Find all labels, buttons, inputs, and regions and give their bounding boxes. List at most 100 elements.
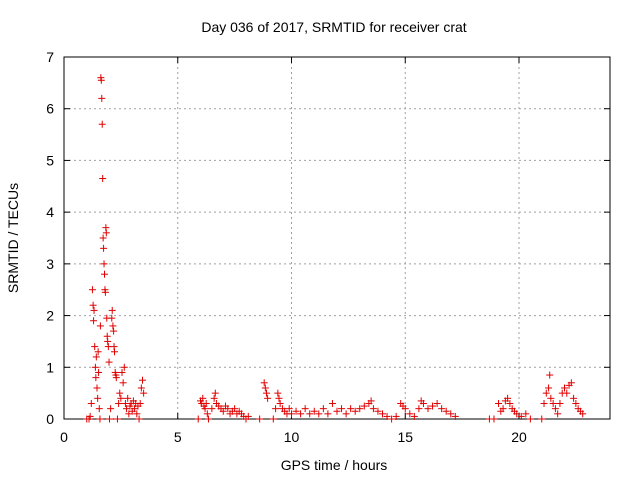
data-point [119,379,127,387]
data-point [495,399,503,407]
data-point [410,412,418,420]
data-point [91,363,99,371]
y-axis-label: SRMTID / TECUs [5,183,21,293]
data-point [219,407,227,415]
data-point [264,394,272,402]
data-point [522,410,530,418]
data-point [347,405,355,413]
data-point [379,410,386,418]
data-point [199,394,207,402]
data-point [96,322,104,330]
data-point [112,374,120,382]
data-point [342,410,350,418]
data-point [506,399,514,407]
data-point [383,412,391,420]
data-point [88,286,96,294]
data-point [124,394,132,402]
x-tick-label: 5 [174,429,182,445]
data-point [297,410,305,418]
data-point [540,399,548,407]
data-point [288,410,295,418]
data-point [369,405,377,413]
data-point [319,405,327,413]
data-point [547,394,555,402]
data-point [542,389,550,397]
data-point [579,410,587,418]
data-point [108,306,116,314]
data-point [99,234,107,242]
data-point [301,405,309,413]
data-point [224,405,232,413]
data-point [201,405,209,413]
data-point [545,384,553,392]
data-point [556,399,564,407]
data-point [194,415,202,423]
data-point [101,288,109,296]
data-point [546,371,554,379]
data-point [102,229,110,237]
axis-ticks: 0 5 10 15 20 0 1 2 3 4 5 6 7 [46,49,610,445]
y-tick-label: 4 [46,204,54,220]
data-point [292,407,300,415]
data-point [442,407,450,415]
data-point [517,412,525,420]
data-point [261,384,269,392]
data-point [338,405,346,413]
data-point [451,412,459,420]
y-tick-label: 3 [46,256,54,272]
data-point [135,415,143,423]
x-tick-label: 10 [284,429,300,445]
data-point [310,407,318,415]
data-point [86,412,94,420]
data-point [138,376,146,384]
data-point [570,394,578,402]
data-point [433,399,441,407]
data-point [111,348,119,356]
data-point [374,407,382,415]
data-point [208,405,216,413]
data-point [388,415,396,423]
data-point [137,384,145,392]
data-point [275,394,283,402]
data-point [276,399,284,407]
data-point [260,379,268,387]
data-point [567,379,575,387]
data-point [351,407,359,415]
x-axis-label: GPS time / hours [281,457,388,473]
data-point [306,410,314,418]
data-point [136,399,144,407]
data-point [328,399,336,407]
data-point [115,399,123,407]
y-tick-label: 5 [46,152,54,168]
data-point [415,405,423,413]
data-point [549,399,557,407]
y-tick-label: 7 [46,49,54,65]
data-point [513,410,521,418]
plot-frame [63,56,611,420]
data-point [315,410,323,418]
data-point [447,410,455,418]
data-point [269,415,277,423]
data-point [262,389,270,397]
data-point [95,368,103,376]
data-point [97,76,105,84]
data-point [90,306,98,314]
data-point [333,407,341,415]
data-point [504,394,512,402]
data-point [554,410,562,418]
data-point [406,410,414,418]
y-tick-label: 6 [46,101,54,117]
x-tick-label: 0 [60,429,68,445]
data-point [110,327,118,335]
data-point [324,410,332,418]
data-point [95,405,103,413]
data-point [563,389,571,397]
data-point [94,394,102,402]
y-tick-label: 0 [46,411,54,427]
data-point [401,405,409,413]
data-point [203,410,211,418]
x-tick-label: 15 [397,429,413,445]
grid-lines [64,57,610,419]
data-point [210,394,218,402]
data-point [100,270,108,278]
